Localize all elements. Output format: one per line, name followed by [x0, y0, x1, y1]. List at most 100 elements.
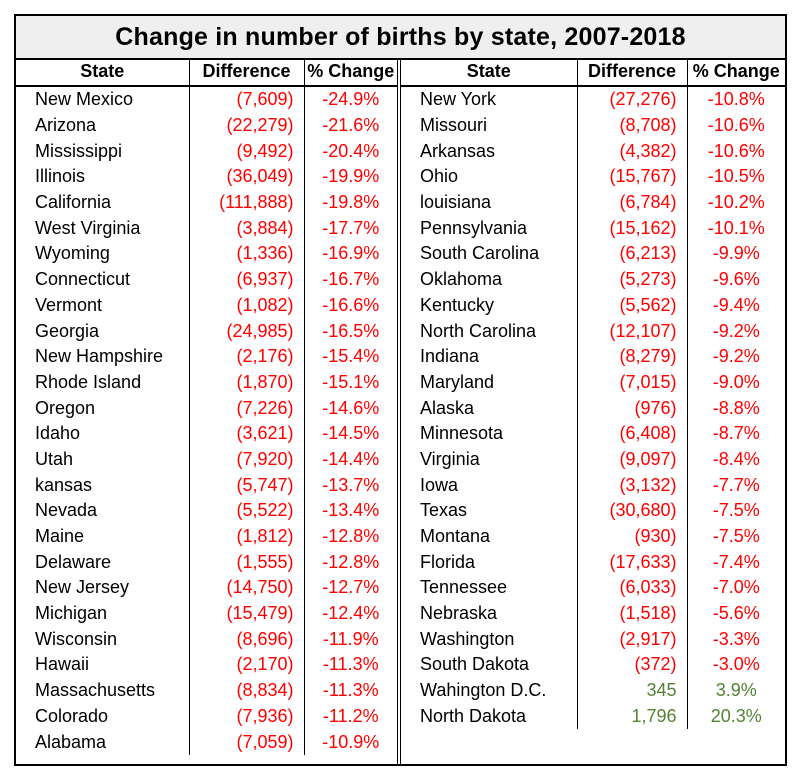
- table-row: Virginia (9,097) -8.4%: [401, 446, 785, 473]
- table-row: Arkansas (4,382) -10.6%: [401, 138, 785, 165]
- left-table: State Difference % Change New Mexico (7,6…: [16, 58, 397, 755]
- difference-cell: (6,937): [188, 266, 304, 293]
- table-row: Mississippi (9,492) -20.4%: [16, 138, 397, 165]
- state-cell: Idaho: [35, 423, 81, 444]
- state-cell: Tennessee: [420, 577, 508, 598]
- table-row: Vermont (1,082) -16.6%: [16, 292, 397, 319]
- state-cell: Maryland: [420, 371, 495, 392]
- state-cell: Nebraska: [420, 603, 498, 624]
- table-row: Michigan (15,479) -12.4%: [16, 600, 397, 627]
- table-row: Alabama (7,059) -10.9%: [16, 729, 397, 755]
- state-cell: Hawaii: [35, 654, 90, 675]
- difference-cell: (111,888): [188, 189, 304, 216]
- state-cell: Florida: [420, 551, 476, 572]
- percent-change-cell: -8.7%: [686, 420, 785, 447]
- difference-cell: (8,696): [188, 626, 304, 653]
- table-row: New Hampshire (2,176) -15.4%: [16, 343, 397, 370]
- state-cell: Michigan: [35, 603, 108, 624]
- percent-change-cell: -9.9%: [686, 241, 785, 267]
- state-cell: New Mexico: [35, 89, 134, 110]
- percent-change-cell: -16.7%: [303, 266, 397, 293]
- percent-change-cell: -12.7%: [303, 575, 397, 601]
- table-row: New Jersey (14,750) -12.7%: [16, 575, 397, 601]
- table-row: Maryland (7,015) -9.0%: [401, 369, 785, 396]
- table-row: New Mexico (7,609) -24.9%: [16, 86, 397, 113]
- percent-change-cell: -13.7%: [303, 472, 397, 498]
- difference-cell: (6,033): [576, 575, 687, 601]
- state-cell: Kentucky: [420, 294, 495, 315]
- difference-cell: (6,213): [576, 241, 687, 267]
- state-cell: North Carolina: [420, 320, 537, 341]
- state-cell: South Carolina: [420, 243, 540, 264]
- percent-change-cell: -24.9%: [303, 86, 397, 113]
- difference-cell: (4,382): [576, 138, 687, 165]
- difference-cell: (1,336): [188, 241, 304, 267]
- left-table-panel: State Difference % Change New Mexico (7,6…: [16, 58, 397, 764]
- state-cell: Mississippi: [35, 140, 123, 161]
- state-cell: Virginia: [420, 448, 480, 469]
- table-row: Alaska (976) -8.8%: [401, 395, 785, 421]
- percent-change-cell: -7.0%: [686, 575, 785, 601]
- difference-cell: (5,562): [576, 292, 687, 319]
- table-row: Missouri (8,708) -10.6%: [401, 112, 785, 139]
- table-row: Wahington D.C. 345 3.9%: [401, 677, 785, 704]
- table-row: South Dakota (372) -3.0%: [401, 652, 785, 678]
- percent-change-cell: -15.1%: [303, 369, 397, 396]
- difference-cell: (1,870): [188, 369, 304, 396]
- state-cell: Missouri: [420, 115, 488, 136]
- table-row: Georgia (24,985) -16.5%: [16, 318, 397, 344]
- table-row: Colorado (7,936) -11.2%: [16, 703, 397, 730]
- difference-cell: (7,936): [188, 703, 304, 730]
- percent-change-cell: -10.2%: [686, 189, 785, 216]
- table-row: Washington (2,917) -3.3%: [401, 626, 785, 653]
- percent-change-cell: -9.6%: [686, 266, 785, 293]
- table-row: Wisconsin (8,696) -11.9%: [16, 626, 397, 653]
- state-cell: Georgia: [35, 320, 100, 341]
- difference-cell: (3,132): [576, 472, 687, 498]
- table-row: California (111,888) -19.8%: [16, 189, 397, 216]
- percent-change-cell: -10.6%: [686, 138, 785, 165]
- percent-change-cell: -10.8%: [686, 86, 785, 113]
- difference-cell: (15,767): [576, 164, 687, 190]
- state-cell: Wyoming: [35, 243, 110, 264]
- state-cell: Rhode Island: [35, 371, 142, 392]
- header-difference: Difference: [576, 58, 687, 87]
- state-cell: Connecticut: [35, 269, 131, 290]
- state-cell: New Hampshire: [35, 346, 164, 367]
- state-cell: Illinois: [35, 166, 86, 187]
- percent-change-cell: -9.0%: [686, 369, 785, 396]
- state-cell: Iowa: [420, 474, 459, 495]
- percent-change-cell: -10.1%: [686, 215, 785, 242]
- difference-cell: (3,884): [188, 215, 304, 242]
- table-row: Indiana (8,279) -9.2%: [401, 343, 785, 370]
- difference-cell: (8,834): [188, 677, 304, 704]
- state-cell: New Jersey: [35, 577, 130, 598]
- state-cell: Delaware: [35, 551, 112, 572]
- table-row: West Virginia (3,884) -17.7%: [16, 215, 397, 242]
- difference-cell: (1,082): [188, 292, 304, 319]
- table-row: Kentucky (5,562) -9.4%: [401, 292, 785, 319]
- percent-change-cell: -10.6%: [686, 112, 785, 139]
- state-cell: Oregon: [35, 397, 96, 418]
- table-row: louisiana (6,784) -10.2%: [401, 189, 785, 216]
- table-row: Hawaii (2,170) -11.3%: [16, 652, 397, 678]
- state-cell: louisiana: [420, 192, 492, 213]
- right-table: State Difference % Change New York (27,27…: [401, 58, 785, 730]
- header-percent-change: % Change: [303, 58, 397, 87]
- state-cell: Alabama: [35, 731, 107, 752]
- difference-cell: (7,226): [188, 395, 304, 421]
- state-cell: California: [35, 192, 112, 213]
- percent-change-cell: -13.4%: [303, 498, 397, 524]
- table-row: Oregon (7,226) -14.6%: [16, 395, 397, 421]
- table-row: South Carolina (6,213) -9.9%: [401, 241, 785, 267]
- state-cell: Massachusetts: [35, 680, 156, 701]
- difference-cell: (17,633): [576, 549, 687, 576]
- percent-change-cell: -14.4%: [303, 446, 397, 473]
- difference-cell: (1,812): [188, 523, 304, 550]
- table-row: Ohio (15,767) -10.5%: [401, 164, 785, 190]
- percent-change-cell: -17.7%: [303, 215, 397, 242]
- header-percent-change: % Change: [686, 58, 785, 87]
- state-cell: Maine: [35, 526, 85, 547]
- state-cell: Vermont: [35, 294, 103, 315]
- table-row: Delaware (1,555) -12.8%: [16, 549, 397, 576]
